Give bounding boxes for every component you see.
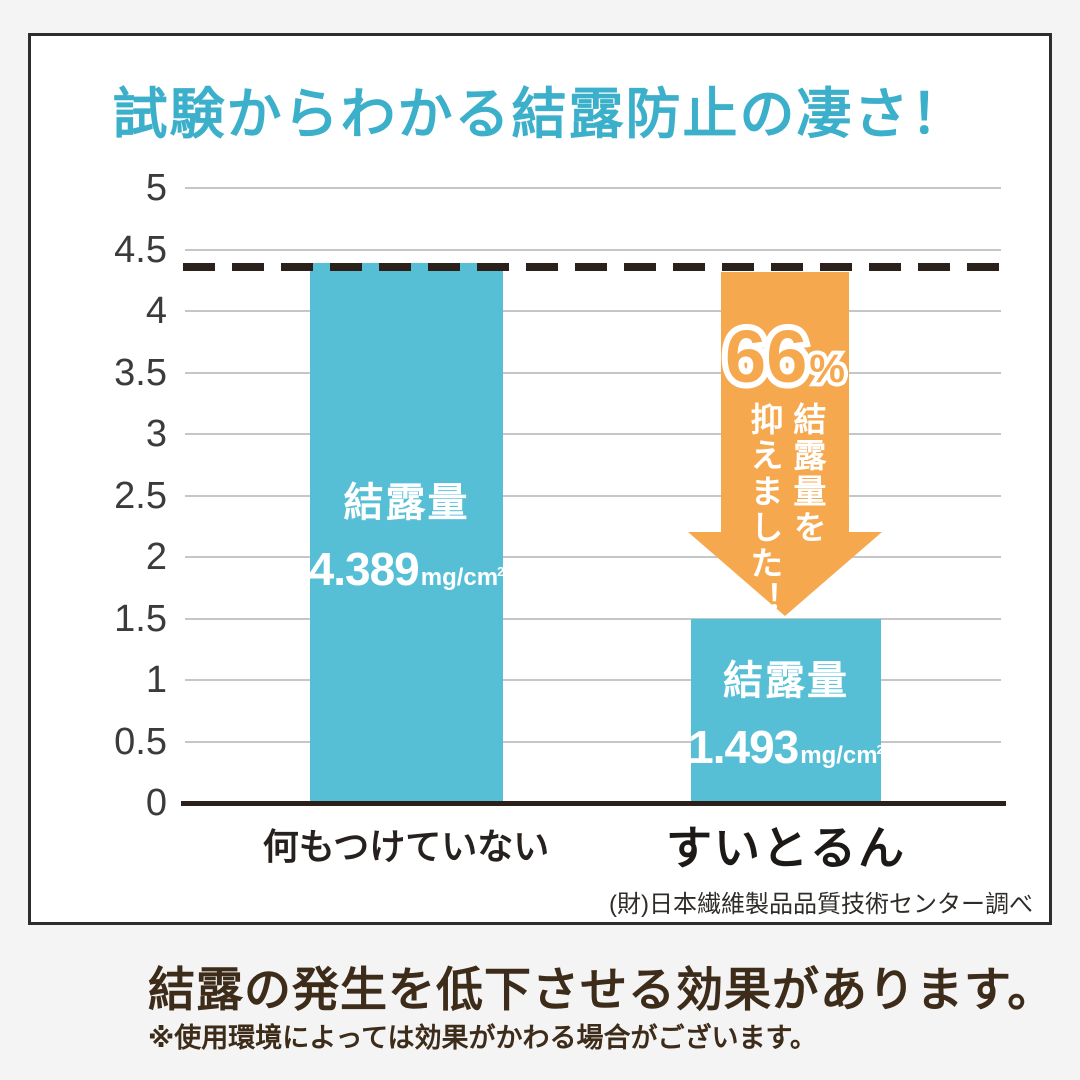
chart-card: 試験からわかる結露防止の凄さ！ 0 0.5 1 1.5 2 2.5 3 3.5 4 4.5 5 結露…: [28, 33, 1052, 925]
gridline: [185, 740, 1001, 743]
gridline: [185, 494, 1001, 497]
gridline: [185, 187, 1001, 189]
bar-value-number: 1.493: [688, 721, 799, 774]
y-tick-label: 2: [145, 536, 167, 578]
reduction-percent: 66 66%%: [719, 309, 849, 404]
gridline: [185, 679, 1001, 681]
bar-no-treatment: 結露量 4.389 mg/cm2: [309, 263, 505, 803]
gridline: [185, 617, 1001, 620]
bar-label: 結露量: [343, 481, 470, 526]
gridline: [185, 433, 1001, 435]
gridline: [185, 248, 1001, 251]
reduction-arrow: 66 66%% 結露量を 抑えました！: [688, 272, 882, 618]
x-label-no-treatment: 何もつけていない: [262, 826, 550, 867]
reference-dashed-line: [183, 263, 1009, 272]
y-tick-label: 0.5: [114, 720, 167, 763]
bar-value-number: 4.389: [308, 543, 420, 596]
x-label-suitorun: すいとるん: [666, 822, 906, 874]
y-tick-label: 3: [145, 413, 167, 455]
footer-note: ※使用環境によっては効果がかわる場合がございます。: [148, 1023, 817, 1053]
y-tick-label: 1.5: [114, 597, 167, 640]
arrow-body: [721, 272, 849, 532]
footer-heading: 結露の発生を低下させる効果があります。: [148, 963, 1056, 1016]
bar-value: 1.493 mg/cm2: [688, 720, 884, 774]
bar-label: 結露量: [723, 659, 849, 704]
reduction-caption: 結露量を 抑えました！: [746, 402, 826, 618]
arrow-down-icon: [688, 532, 882, 616]
y-tick-label: 3.5: [114, 351, 167, 394]
y-tick-label: 4.5: [114, 228, 167, 271]
y-tick-label: 2.5: [114, 474, 167, 517]
bar-value: 4.389 mg/cm2: [309, 542, 505, 596]
gridline: [185, 556, 1001, 558]
source-credit: (財)日本繊維製品品質技術センター調べ: [609, 891, 1033, 918]
bar-value-unit: mg/cm2: [420, 564, 505, 592]
y-tick-label: 4: [145, 290, 167, 332]
x-axis-line: [181, 801, 1006, 806]
y-tick-label: 0: [145, 782, 167, 824]
gridline: [185, 310, 1001, 312]
chart-title: 試験からわかる結露防止の凄さ！: [112, 83, 968, 145]
bar-value-unit: mg/cm2: [800, 742, 884, 770]
gridline: [185, 371, 1001, 374]
bar-suitorun: 結露量 1.493 mg/cm2: [688, 619, 884, 803]
y-tick-label: 5: [145, 167, 167, 209]
y-tick-label: 1: [145, 659, 167, 701]
